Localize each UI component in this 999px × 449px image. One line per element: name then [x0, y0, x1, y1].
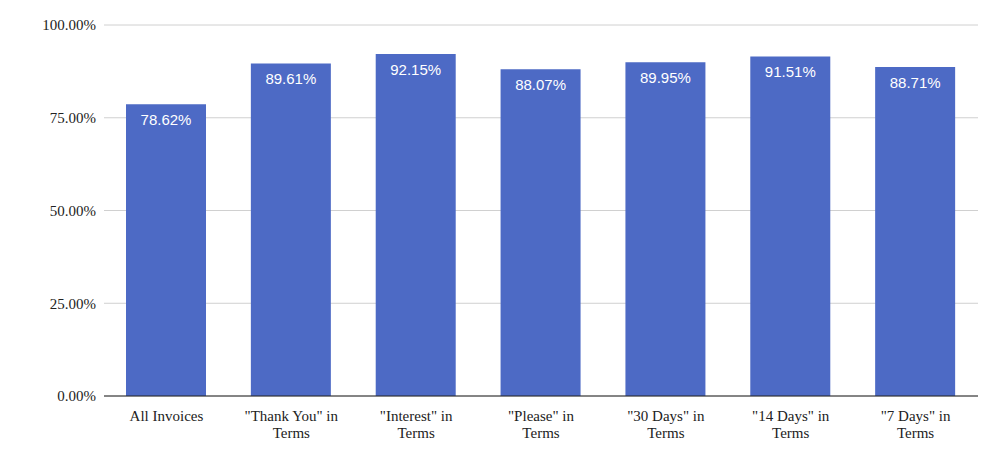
svg-text:92.15%: 92.15% — [390, 61, 441, 78]
svg-text:78.62%: 78.62% — [141, 111, 192, 128]
svg-text:"7 Days" inTerms: "7 Days" inTerms — [881, 408, 951, 441]
svg-text:88.07%: 88.07% — [515, 76, 566, 93]
svg-text:"14 Days" inTerms: "14 Days" inTerms — [752, 408, 830, 441]
svg-text:"Please" inTerms: "Please" inTerms — [508, 408, 574, 441]
svg-text:"Thank You" inTerms: "Thank You" inTerms — [245, 408, 339, 441]
svg-text:91.51%: 91.51% — [765, 63, 816, 80]
svg-text:"30 Days" inTerms: "30 Days" inTerms — [627, 408, 705, 441]
svg-text:89.95%: 89.95% — [640, 69, 691, 86]
svg-text:All Invoices: All Invoices — [130, 408, 204, 424]
svg-text:0.00%: 0.00% — [57, 388, 96, 404]
svg-text:100.00%: 100.00% — [42, 17, 96, 33]
svg-text:88.71%: 88.71% — [890, 74, 941, 91]
svg-text:50.00%: 50.00% — [50, 203, 96, 219]
svg-text:"Interest" inTerms: "Interest" inTerms — [380, 408, 453, 441]
svg-text:75.00%: 75.00% — [50, 110, 96, 126]
svg-text:89.61%: 89.61% — [265, 70, 316, 87]
svg-text:25.00%: 25.00% — [50, 296, 96, 312]
